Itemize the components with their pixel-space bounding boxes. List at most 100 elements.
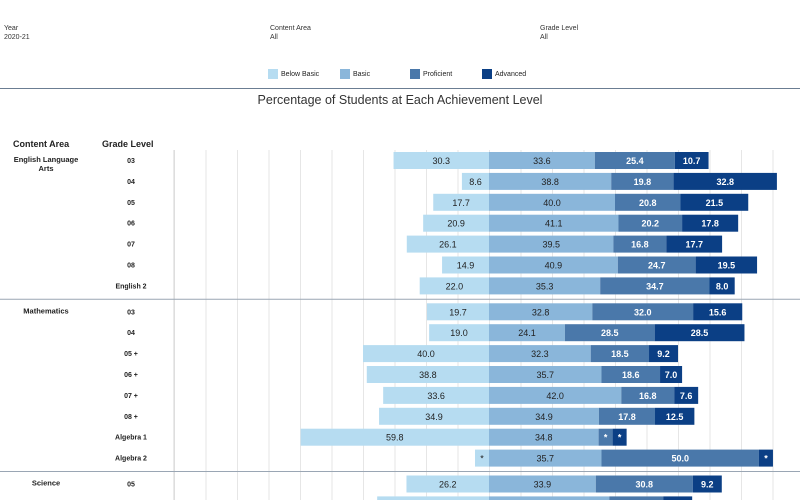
- bar-proficient-science-08: [609, 496, 664, 500]
- bar-proficient-mathematics-algebra-2: [601, 449, 759, 467]
- data-label-below-basic-mathematics-07: 33.6: [427, 391, 445, 401]
- bar-proficient-mathematics-07: [621, 386, 675, 404]
- grade-label-english-language-arts-04: 04: [127, 179, 135, 186]
- bar-proficient-mathematics-03: [592, 303, 694, 321]
- data-label-basic-english-language-arts-04: 38.8: [541, 177, 559, 187]
- data-label-proficient-english-language-arts-english-2: 34.7: [646, 281, 664, 291]
- bar-below-basic-english-language-arts-06: [423, 214, 489, 232]
- bar-below-basic-mathematics-08: [379, 407, 489, 425]
- data-label-basic-mathematics-04: 24.1: [518, 328, 536, 338]
- content-area-label-english-language-arts: Arts: [38, 164, 53, 173]
- bar-advanced-mathematics-06: [660, 366, 683, 383]
- data-label-proficient-mathematics-07: 16.8: [639, 391, 657, 401]
- column-header-grade-level: Grade Level: [102, 139, 154, 149]
- bar-below-basic-mathematics-05: [363, 345, 489, 363]
- bar-advanced-english-language-arts-03: [674, 152, 709, 169]
- bar-proficient-english-language-arts-05: [615, 193, 681, 211]
- filter-grade-level-label: Grade Level: [540, 25, 579, 32]
- legend-item-below-basic[interactable]: Below Basic: [268, 69, 319, 79]
- bar-advanced-science-08: [663, 496, 693, 500]
- bar-basic-english-language-arts-03: [489, 152, 595, 169]
- data-label-below-basic-mathematics-04: 19.0: [450, 328, 468, 338]
- data-label-advanced-english-language-arts-05: 21.5: [706, 198, 724, 208]
- bar-below-basic-science-08: [377, 496, 489, 500]
- content-area-label-english-language-arts: English Language: [14, 155, 79, 164]
- bar-advanced-science-05: [692, 475, 722, 493]
- bar-proficient-english-language-arts-04: [611, 172, 674, 190]
- grade-label-mathematics-05: 05 +: [124, 351, 138, 358]
- grade-label-english-language-arts-08: 08: [127, 263, 135, 270]
- bar-proficient-science-05: [595, 475, 693, 493]
- grade-label-mathematics-07: 07 +: [124, 393, 138, 400]
- legend-label-below-basic: Below Basic: [281, 70, 320, 78]
- bar-basic-mathematics-07: [489, 386, 622, 404]
- bar-basic-english-language-arts-04: [489, 172, 612, 190]
- data-label-below-basic-mathematics-03: 19.7: [449, 307, 467, 317]
- data-label-proficient-english-language-arts-07: 16.8: [631, 240, 649, 250]
- bar-advanced-english-language-arts-06: [682, 214, 739, 232]
- data-label-proficient-science-05: 30.8: [636, 480, 654, 490]
- bar-basic-english-language-arts-08: [489, 256, 618, 274]
- data-label-below-basic-science-05: 26.2: [439, 480, 457, 490]
- data-label-below-basic-mathematics-algebra-1: 59.8: [386, 433, 404, 443]
- filter-content-area[interactable]: Content Area All: [270, 24, 311, 42]
- bar-advanced-mathematics-04: [654, 324, 745, 342]
- data-label-advanced-mathematics-08: 12.5: [666, 412, 684, 422]
- legend-label-basic: Basic: [353, 70, 371, 78]
- data-label-basic-science-05: 33.9: [534, 480, 552, 490]
- bar-below-basic-english-language-arts-07: [406, 235, 489, 253]
- bar-basic-mathematics-06: [489, 366, 602, 383]
- legend-item-proficient[interactable]: Proficient: [410, 69, 452, 79]
- grade-label-mathematics-06: 06 +: [124, 372, 138, 379]
- bar-proficient-english-language-arts-06: [618, 214, 683, 232]
- bar-below-basic-mathematics-algebra-1: [300, 428, 489, 446]
- bar-advanced-english-language-arts-08: [695, 256, 758, 274]
- data-label-advanced-english-language-arts-03: 10.7: [683, 156, 701, 166]
- data-label-basic-mathematics-08: 34.9: [535, 412, 553, 422]
- filter-grade-level-value: All: [540, 34, 548, 41]
- grade-label-english-language-arts-03: 03: [127, 158, 135, 165]
- filter-year[interactable]: Year 2020-21: [4, 24, 30, 42]
- bar-below-basic-english-language-arts-english-2: [419, 277, 489, 295]
- legend-swatch-basic: [340, 69, 350, 79]
- data-label-basic-english-language-arts-06: 41.1: [545, 219, 563, 229]
- data-label-proficient-mathematics-algebra-2: 50.0: [671, 454, 689, 464]
- grade-label-science-05: 05: [127, 482, 135, 489]
- bar-advanced-mathematics-algebra-2: [758, 449, 773, 467]
- bar-below-basic-english-language-arts-04: [461, 172, 489, 190]
- filter-grade-level[interactable]: Grade Level All: [540, 24, 578, 42]
- data-label-below-basic-english-language-arts-english-2: 22.0: [446, 281, 464, 291]
- grade-label-mathematics-algebra-2: Algebra 2: [115, 456, 147, 463]
- bar-basic-science-08: [489, 496, 610, 500]
- header-divider: [0, 88, 800, 89]
- legend-swatch-proficient: [410, 69, 420, 79]
- filter-content-area-label: Content Area: [270, 25, 311, 32]
- bar-proficient-mathematics-04: [564, 324, 655, 342]
- bar-proficient-english-language-arts-08: [617, 256, 696, 274]
- bar-advanced-mathematics-05: [649, 345, 678, 363]
- legend: Below Basic Basic Proficient Advanced: [0, 69, 800, 83]
- legend-swatch-advanced: [482, 69, 492, 79]
- legend-item-advanced[interactable]: Advanced: [482, 69, 526, 79]
- data-label-below-basic-english-language-arts-05: 17.7: [452, 198, 470, 208]
- data-label-basic-mathematics-algebra-1: 34.8: [535, 433, 553, 443]
- filter-year-value: 2020-21: [4, 34, 30, 41]
- data-label-advanced-english-language-arts-07: 17.7: [685, 240, 703, 250]
- data-label-proficient-english-language-arts-08: 24.7: [648, 261, 666, 271]
- bar-advanced-mathematics-algebra-1: [612, 428, 627, 446]
- data-label-proficient-mathematics-04: 28.5: [601, 328, 619, 338]
- bar-basic-mathematics-algebra-1: [489, 428, 599, 446]
- bar-basic-mathematics-03: [489, 303, 593, 321]
- bar-advanced-english-language-arts-04: [673, 172, 777, 190]
- data-label-basic-english-language-arts-05: 40.0: [543, 198, 561, 208]
- bar-below-basic-english-language-arts-05: [433, 193, 489, 211]
- data-label-basic-english-language-arts-03: 33.6: [533, 156, 551, 166]
- bar-basic-mathematics-05: [489, 345, 591, 363]
- bar-proficient-english-language-arts-english-2: [600, 277, 710, 295]
- data-label-advanced-english-language-arts-06: 17.8: [701, 219, 719, 229]
- legend-item-basic[interactable]: Basic: [340, 69, 370, 79]
- grade-label-english-language-arts-06: 06: [127, 221, 135, 228]
- bar-advanced-english-language-arts-05: [680, 193, 749, 211]
- data-label-below-basic-english-language-arts-04: 8.6: [469, 177, 482, 187]
